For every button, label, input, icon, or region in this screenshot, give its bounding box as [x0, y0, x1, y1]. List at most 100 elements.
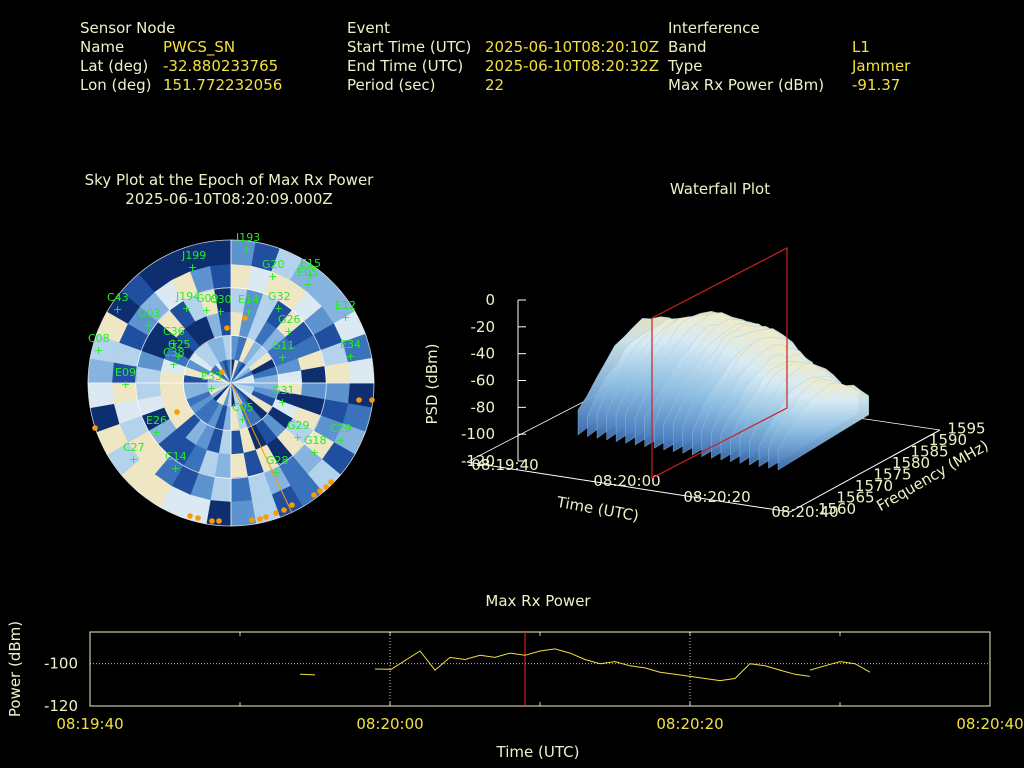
satellite-marker: +: [268, 270, 277, 283]
waterfall-z-tick-label: -40: [471, 345, 496, 363]
event-end-value: 2025-06-10T08:20:32Z: [485, 57, 659, 75]
satellite-marker: +: [182, 302, 191, 315]
skyplot-subtitle: 2025-06-10T08:20:09.000Z: [125, 190, 333, 208]
sensor-lat-label: Lat (deg): [80, 57, 149, 75]
satellite-marker: +: [94, 344, 103, 357]
satellite-marker: +: [202, 304, 211, 317]
satellite-label: E26: [146, 414, 167, 427]
satellite-marker: +: [293, 431, 302, 444]
satellite-marker: +: [278, 351, 287, 364]
satellite-marker: +: [144, 319, 153, 332]
waterfall-cursor-plane: [651, 247, 788, 479]
waterfall-z-tick-label: -100: [461, 425, 495, 443]
waterfall-y-tick-label: 1575: [873, 466, 911, 484]
skyplot-orange-marker: [242, 315, 248, 321]
skyplot-orange-marker: [328, 479, 334, 485]
waterfall-title: Waterfall Plot: [669, 180, 771, 198]
waterfall-y-tick-label: 1595: [947, 420, 985, 438]
waterfall-x-tick-label: 08:20:40: [771, 503, 838, 521]
waterfall-y-tick-label: 1560: [818, 500, 856, 518]
satellite-label: G26: [278, 313, 301, 326]
satellite-marker: +: [346, 350, 355, 363]
skyplot-orange-marker: [195, 515, 201, 521]
satellite-label: E15: [300, 257, 321, 270]
power-series-line: [389, 648, 811, 682]
skyplot-orange-marker: [317, 488, 323, 494]
satellite-label: E14: [238, 293, 259, 306]
sensor-name-label: Name: [80, 38, 125, 56]
satellite-marker: +: [278, 396, 287, 409]
event-start-value: 2025-06-10T08:20:10Z: [485, 38, 659, 56]
satellite-label: G11: [272, 339, 295, 352]
interference-power-label: Max Rx Power (dBm): [668, 76, 825, 94]
interference-band-value: L1: [852, 38, 870, 56]
satellite-label: E12: [335, 299, 356, 312]
skyplot-orange-marker: [187, 513, 193, 519]
satellite-label: C29: [330, 422, 352, 435]
waterfall-x-tick-label: 08:20:20: [683, 488, 750, 506]
power-x-tick-label: 08:20:00: [356, 715, 423, 733]
event-start-label: Start Time (UTC): [347, 38, 472, 56]
power-xlabel: Time (UTC): [496, 743, 580, 761]
satellite-label: E34: [340, 338, 361, 351]
satellite-marker: +: [303, 278, 312, 291]
satellite-label: C30: [210, 293, 232, 306]
skyplot-orange-marker: [257, 516, 263, 522]
event-period-value: 22: [485, 76, 505, 94]
waterfall-x-tick-label: 08:20:00: [593, 472, 660, 490]
satellite-label: C43: [107, 291, 129, 304]
sensor-lon-label: Lon (deg): [80, 76, 152, 94]
satellite-label: G03: [138, 307, 161, 320]
satellite-label: E33: [201, 370, 222, 383]
skyplot-orange-marker: [249, 517, 255, 523]
satellite-marker: +: [242, 243, 251, 256]
satellite-marker: +: [129, 453, 138, 466]
satellite-marker: +: [272, 466, 281, 479]
skyplot-orange-marker: [219, 369, 225, 375]
satellite-label: C27: [123, 441, 145, 454]
satellite-marker: +: [169, 337, 178, 350]
interference-title: Interference: [668, 19, 760, 37]
power-y-tick-label: -100: [44, 655, 78, 673]
satellite-label: G32: [268, 290, 291, 303]
interference-type-value: Jammer: [852, 57, 911, 75]
waterfall-y-tick-label: 1565: [836, 489, 874, 507]
satellite-label: J193: [235, 231, 260, 244]
satellite-marker: +: [216, 305, 225, 318]
satellite-label: C14: [165, 450, 187, 463]
skyplot-direction-line: [230, 382, 293, 514]
skyplot-orange-marker: [263, 514, 269, 520]
power-x-tick-label: 08:20:40: [956, 715, 1023, 733]
satellite-label: G20: [262, 258, 285, 271]
interference-type-label: Type: [668, 57, 703, 75]
satellite-label: E05: [297, 266, 318, 279]
power-title: Max Rx Power: [485, 592, 591, 610]
satellite-label: J194: [175, 290, 200, 303]
sensor-lon-value: 151.772232056: [163, 76, 283, 94]
waterfall-z-tick-label: -60: [471, 372, 496, 390]
interference-band-label: Band: [668, 38, 707, 56]
skyplot-orange-marker: [311, 492, 317, 498]
waterfall-freq-axis: [789, 429, 941, 513]
satellite-marker: +: [341, 311, 350, 324]
satellite-label: J199: [181, 249, 206, 262]
satellite-label: G28: [266, 454, 289, 467]
satellite-label: G29: [287, 419, 310, 432]
skyplot-orange-marker: [273, 510, 279, 516]
power-series-line: [809, 661, 871, 673]
skyplot-orange-marker: [281, 507, 287, 513]
waterfall-x-tick-label: 08:19:40: [471, 456, 538, 474]
waterfall-z-tick-label: -20: [471, 318, 496, 336]
satellite-label: E09: [115, 366, 136, 379]
power-frame: [89, 631, 991, 707]
satellite-marker: +: [121, 378, 130, 391]
skyplot-orange-marker: [369, 397, 375, 403]
satellite-marker: +: [171, 462, 180, 475]
satellite-marker: +: [306, 269, 315, 282]
satellite-label: C08: [88, 332, 110, 345]
waterfall-y-tick-label: 1590: [929, 431, 967, 449]
waterfall-y-tick-label: 1570: [855, 477, 893, 495]
sensor-title: Sensor Node: [80, 19, 176, 37]
